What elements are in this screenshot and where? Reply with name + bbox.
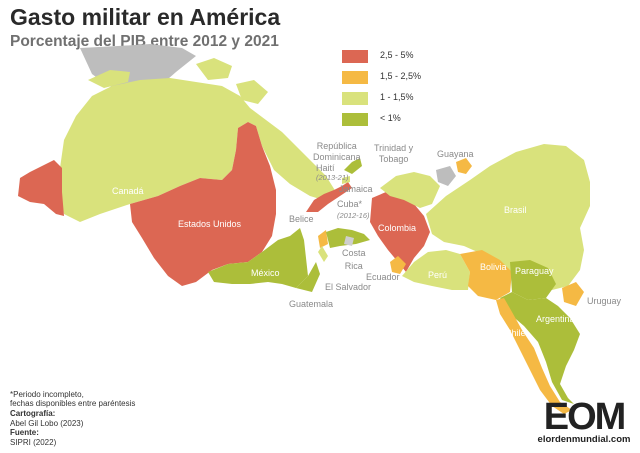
label-argentina: Argentina (536, 314, 575, 324)
label-costa-rica: Costa Rica (342, 247, 366, 273)
note-fuente-value: SIPRI (2022) (10, 438, 57, 447)
country-canada-islands (236, 80, 268, 104)
label-bolivia: Bolivia (480, 262, 507, 272)
country-peru (402, 250, 470, 290)
label-chile: Chile (505, 328, 526, 338)
label-el-salvador: El Salvador (325, 282, 372, 292)
note-cartografia-label: Cartografía: (10, 409, 56, 418)
country-uruguay (562, 282, 584, 306)
note-fuente-label: Fuente: (10, 428, 39, 437)
country-cuba (306, 182, 352, 212)
label-trinidad: Trinidad y Tobago (374, 143, 413, 165)
label-haiti: Haití (2013-21) (316, 163, 349, 183)
label-cuba-name: Cuba* (337, 199, 363, 209)
label-belice: Belice (289, 214, 314, 224)
label-uruguay: Uruguay (587, 296, 622, 306)
label-cuba-years: (2012-16) (337, 211, 370, 220)
legend-swatch (342, 50, 368, 63)
country-argentina (500, 292, 580, 404)
legend-label: 2,5 - 5% (380, 50, 414, 60)
eom-logo-mark: EOM (543, 396, 627, 438)
country-bolivia (460, 250, 512, 300)
country-belice (318, 230, 328, 248)
label-trinidad-line2: Tobago (378, 154, 409, 164)
label-jamaica: Jamaica (339, 184, 373, 194)
eom-logo-url: elordenmundial.com (537, 434, 631, 445)
country-guayana-fr (456, 158, 472, 174)
note-asterisk-1: *Periodo incompleto, (10, 390, 84, 399)
label-haiti-years: (2013-21) (316, 173, 349, 182)
country-venezuela (380, 172, 440, 208)
label-usa: Estados Unidos (178, 219, 242, 229)
country-mexico (208, 228, 308, 288)
label-costa-rica-line2: Rica (344, 261, 363, 271)
legend-label: 1 - 1,5% (380, 92, 414, 102)
country-hispaniola (344, 158, 362, 174)
country-chile (496, 298, 572, 414)
label-rep-dom-line1: República (316, 141, 357, 151)
country-canada-islands (196, 58, 232, 80)
country-brasil (426, 144, 590, 290)
country-paraguay (510, 260, 556, 300)
country-jamaica (342, 176, 350, 184)
country-ecuador (390, 256, 406, 274)
country-el-salvador (318, 246, 328, 262)
label-ecuador: Ecuador (366, 272, 400, 282)
eom-logo: EOM elordenmundial.com (534, 398, 634, 445)
label-rep-dom: República Dominicana (313, 141, 361, 163)
country-canada-islands (88, 70, 130, 88)
label-peru: Perú (428, 270, 448, 280)
label-mexico: México (251, 268, 280, 278)
label-canada: Canadá (112, 186, 144, 196)
label-guatemala: Guatemala (289, 299, 334, 309)
label-guayana: Guayana (437, 149, 474, 159)
note-asterisk-2: fechas disponibles entre paréntesis (10, 399, 136, 408)
label-haiti-name: Haití (316, 163, 335, 173)
map-title: Gasto militar en América (10, 4, 281, 30)
note-cartografia-value: Abel Gil Lobo (2023) (10, 419, 84, 428)
label-cuba: Cuba* (2012-16) (337, 199, 370, 221)
label-trinidad-line1: Trinidad y (374, 143, 414, 153)
label-brasil: Brasil (504, 205, 527, 215)
country-guyana (436, 166, 456, 186)
country-usa (130, 122, 276, 286)
map-subtitle: Porcentaje del PIB entre 2012 y 2021 (10, 33, 279, 50)
label-costa-rica-line1: Costa (342, 248, 366, 258)
label-rep-dom-line2: Dominicana (313, 152, 361, 162)
legend-swatch (342, 113, 368, 126)
legend-swatch (342, 92, 368, 105)
country-usa-alaska (18, 160, 64, 216)
legend-label: 1,5 - 2,5% (380, 71, 422, 81)
country-colombia (370, 192, 430, 272)
country-costa-rica (344, 236, 354, 246)
label-paraguay: Paraguay (515, 266, 554, 276)
legend-swatch (342, 71, 368, 84)
country-canada (58, 78, 336, 222)
label-colombia: Colombia (378, 223, 417, 233)
legend-label: < 1% (380, 113, 401, 123)
country-guatemala (296, 262, 320, 292)
